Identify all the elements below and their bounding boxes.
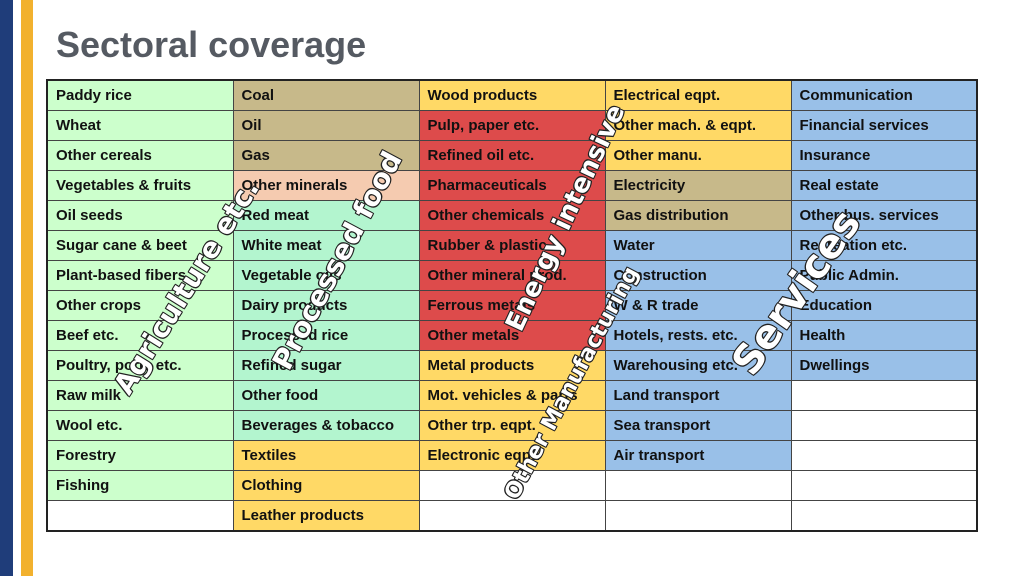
sector-cell: Fishing (46, 470, 234, 501)
sector-cell: Refined oil etc. (418, 140, 606, 171)
table-row: Paddy rice Coal Wood products Electrical eq… (46, 79, 978, 111)
sector-cell: Wool etc. (46, 410, 234, 441)
table-row: Vegetables & fruits Other minerals Pharmac… (46, 170, 978, 201)
table-row: Forestry Textiles Electronic eqpt. Air tran… (46, 440, 978, 471)
sector-cell: Gas (232, 140, 420, 171)
sector-cell: Other trp. eqpt. (418, 410, 606, 441)
sector-cell: Coal (232, 79, 420, 111)
sector-cell: Education (790, 290, 978, 321)
sector-cell (418, 500, 606, 532)
sector-cell: Clothing (232, 470, 420, 501)
sector-cell: Beverages & tobacco (232, 410, 420, 441)
table-row: Leather products (46, 500, 978, 532)
sector-cell: Electrical eqpt. (604, 79, 792, 111)
sector-cell: Textiles (232, 440, 420, 471)
sector-cell: Dwellings (790, 350, 978, 381)
sector-cell: Other mach. & eqpt. (604, 110, 792, 141)
sector-cell: Wood products (418, 79, 606, 111)
sector-cell (604, 470, 792, 501)
sector-table: Paddy rice Coal Wood products Electrical eq… (46, 79, 978, 532)
sector-cell: Pharmaceuticals (418, 170, 606, 201)
sector-cell: Land transport (604, 380, 792, 411)
sector-cell: Wheat (46, 110, 234, 141)
sector-cell (790, 410, 978, 441)
sector-cell: Air transport (604, 440, 792, 471)
sector-cell (790, 440, 978, 471)
sector-cell: Raw milk (46, 380, 234, 411)
sector-cell (790, 470, 978, 501)
sector-cell: Sugar cane & beet (46, 230, 234, 261)
sector-cell: Warehousing etc. (604, 350, 792, 381)
sector-cell: Poultry, pork, etc. (46, 350, 234, 381)
sector-cell: Refined sugar (232, 350, 420, 381)
sector-cell: Other food (232, 380, 420, 411)
sector-cell: Other chemicals (418, 200, 606, 231)
sector-cell: Hotels, rests. etc. (604, 320, 792, 351)
sector-cell: Forestry (46, 440, 234, 471)
sector-cell: Other cereals (46, 140, 234, 171)
sector-cell: Other minerals (232, 170, 420, 201)
sector-cell: Ferrous metals (418, 290, 606, 321)
sector-cell: Leather products (232, 500, 420, 532)
sector-cell: Other bus. services (790, 200, 978, 231)
table-row: Fishing Clothing (46, 470, 978, 501)
sector-cell: Other metals (418, 320, 606, 351)
sector-cell: Communication (790, 79, 978, 111)
sector-cell: Water (604, 230, 792, 261)
sector-cell: Insurance (790, 140, 978, 171)
sector-cell: Pulp, paper etc. (418, 110, 606, 141)
sector-cell: Other mineral prod. (418, 260, 606, 291)
page-title: Sectoral coverage (56, 24, 367, 65)
sector-cell (790, 380, 978, 411)
left-stripe-gold (21, 0, 33, 576)
sector-cell: Metal products (418, 350, 606, 381)
sector-cell: Beef etc. (46, 320, 234, 351)
sector-cell: Oil (232, 110, 420, 141)
table-row: Other crops Dairy products Ferrous metals W… (46, 290, 978, 321)
sector-cell: Construction (604, 260, 792, 291)
sector-cell: Mot. vehicles & parts (418, 380, 606, 411)
left-stripe-gap (13, 0, 21, 576)
sector-cell: Processed rice (232, 320, 420, 351)
table-row: Oil seeds Red meat Other chemicals Gas dist… (46, 200, 978, 231)
sector-cell: Financial services (790, 110, 978, 141)
sector-cell (46, 500, 234, 532)
sector-cell: Public Admin. (790, 260, 978, 291)
sector-cell: Other crops (46, 290, 234, 321)
sector-cell (790, 500, 978, 532)
sector-cell: Electricity (604, 170, 792, 201)
table-row: Wool etc. Beverages & tobacco Other trp. e… (46, 410, 978, 441)
sector-cell: Vegetables & fruits (46, 170, 234, 201)
sector-cell: Gas distribution (604, 200, 792, 231)
sector-cell (418, 470, 606, 501)
sector-cell: Recreation etc. (790, 230, 978, 261)
sector-cell: Real estate (790, 170, 978, 201)
table-row: Other cereals Gas Refined oil etc. Other ma… (46, 140, 978, 171)
sector-cell: Dairy products (232, 290, 420, 321)
sector-cell: Electronic eqpt. (418, 440, 606, 471)
sector-cell: Rubber & plastic (418, 230, 606, 261)
left-stripe-blue (0, 0, 13, 576)
table-row: Poultry, pork, etc. Refined sugar Metal pr… (46, 350, 978, 381)
table-row: Wheat Oil Pulp, paper etc. Other mach. & eq… (46, 110, 978, 141)
sector-cell: Plant-based fibers (46, 260, 234, 291)
sector-cell: W & R trade (604, 290, 792, 321)
table-row: Sugar cane & beet White meat Rubber & plas… (46, 230, 978, 261)
table-row: Plant-based fibers Vegetable oils Other mi… (46, 260, 978, 291)
sector-cell: Oil seeds (46, 200, 234, 231)
sector-cell: Paddy rice (46, 79, 234, 111)
sector-cell: Red meat (232, 200, 420, 231)
sector-cell: Sea transport (604, 410, 792, 441)
sector-cell: Vegetable oils (232, 260, 420, 291)
table-row: Raw milk Other food Mot. vehicles & parts L… (46, 380, 978, 411)
sector-cell: Other manu. (604, 140, 792, 171)
sector-cell: White meat (232, 230, 420, 261)
table-row: Beef etc. Processed rice Other metals Hotel… (46, 320, 978, 351)
sector-cell (604, 500, 792, 532)
sector-cell: Health (790, 320, 978, 351)
